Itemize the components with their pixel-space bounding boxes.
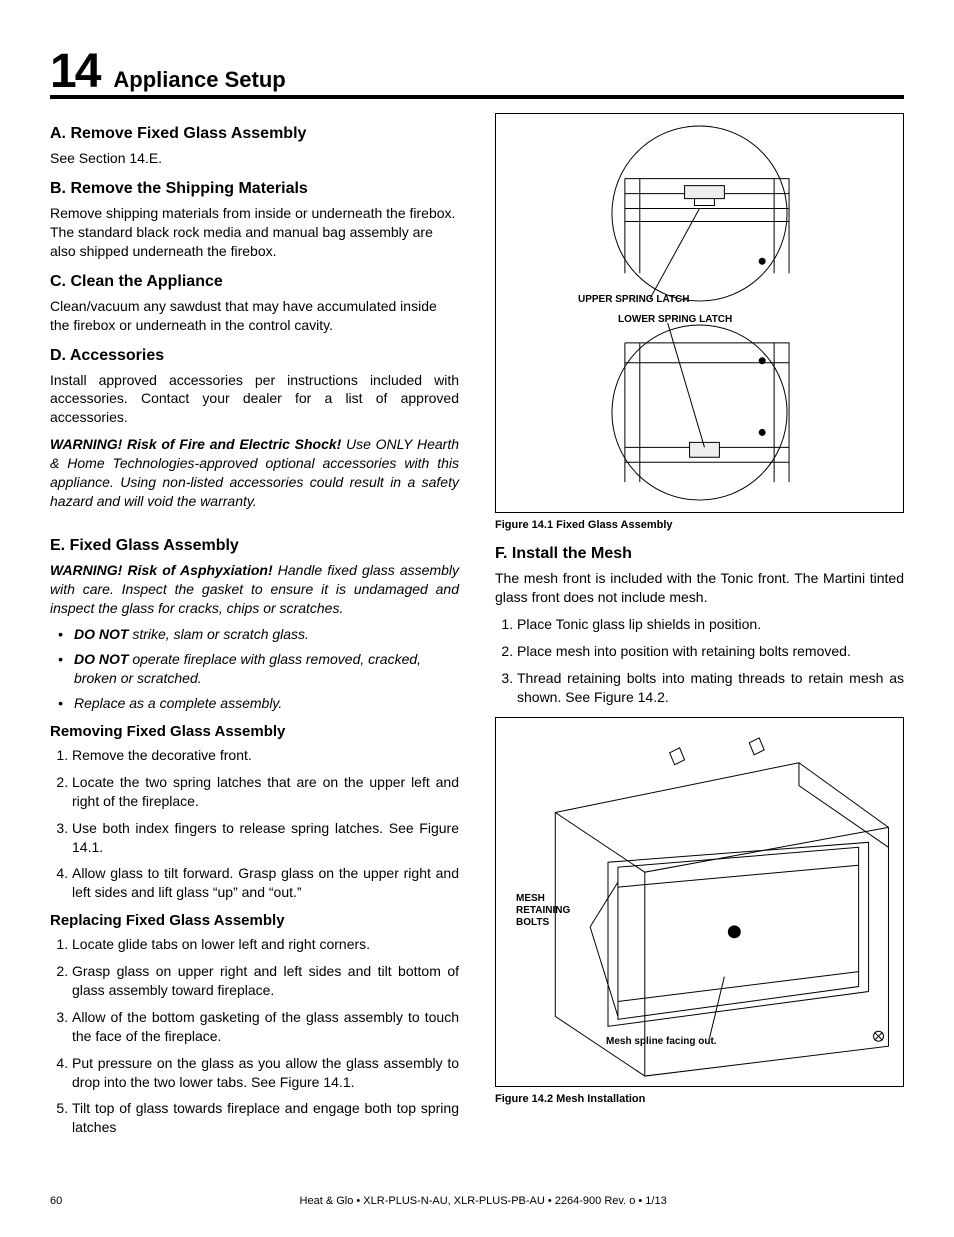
section-b-heading: B. Remove the Shipping Materials <box>50 180 459 198</box>
figure-14-1: UPPER SPRING LATCH LOWER SPRING LATCH <box>495 113 904 513</box>
section-a-heading: A. Remove Fixed Glass Assembly <box>50 125 459 143</box>
callout-mesh-spline: Mesh spline facing out. <box>606 1036 717 1048</box>
list-item: Replace as a complete assembly. <box>64 694 459 713</box>
section-d-heading: D. Accessories <box>50 347 459 365</box>
list-item: Grasp glass on upper right and left side… <box>72 962 459 1000</box>
section-c-body: Clean/vacuum any sawdust that may have a… <box>50 297 459 335</box>
section-f-heading: F. Install the Mesh <box>495 545 904 563</box>
page-footer: 60 Heat & Glo • XLR-PLUS-N-AU, XLR-PLUS-… <box>50 1195 904 1207</box>
replacing-subhead: Replacing Fixed Glass Assembly <box>50 912 459 929</box>
right-column: UPPER SPRING LATCH LOWER SPRING LATCH Fi… <box>495 113 904 1147</box>
do-not-lead: DO NOT <box>74 651 128 667</box>
two-column-layout: A. Remove Fixed Glass Assembly See Secti… <box>50 113 904 1147</box>
section-d-body: Install approved accessories per instruc… <box>50 371 459 428</box>
list-item: DO NOT operate fireplace with glass remo… <box>64 650 459 688</box>
figure-14-1-svg <box>496 114 903 512</box>
list-item: Remove the decorative front. <box>72 746 459 765</box>
list-item: Locate the two spring latches that are o… <box>72 773 459 811</box>
list-item: Place Tonic glass lip shields in positio… <box>517 615 904 634</box>
callout-mesh-bolts: MESH RETAINING BOLTS <box>516 893 586 929</box>
section-d-warning: WARNING! Risk of Fire and Electric Shock… <box>50 435 459 511</box>
footer-center: Heat & Glo • XLR-PLUS-N-AU, XLR-PLUS-PB-… <box>62 1195 904 1207</box>
section-a-body: See Section 14.E. <box>50 149 459 168</box>
page-number: 60 <box>50 1195 62 1207</box>
list-item: Place mesh into position with retaining … <box>517 642 904 661</box>
list-item: DO NOT strike, slam or scratch glass. <box>64 625 459 644</box>
section-c-heading: C. Clean the Appliance <box>50 273 459 291</box>
list-item: Tilt top of glass towards fireplace and … <box>72 1099 459 1137</box>
callout-lower-latch: LOWER SPRING LATCH <box>618 314 732 326</box>
section-f-body: The mesh front is included with the Toni… <box>495 569 904 607</box>
list-item: Locate glide tabs on lower left and righ… <box>72 935 459 954</box>
section-e-heading: E. Fixed Glass Assembly <box>50 537 459 555</box>
removing-steps: Remove the decorative front. Locate the … <box>50 746 459 902</box>
list-item: Put pressure on the glass as you allow t… <box>72 1054 459 1092</box>
figure-14-2-caption: Figure 14.2 Mesh Installation <box>495 1093 904 1105</box>
list-item: Thread retaining bolts into mating threa… <box>517 669 904 707</box>
list-item: Allow glass to tilt forward. Grasp glass… <box>72 864 459 902</box>
replacing-steps: Locate glide tabs on lower left and righ… <box>50 935 459 1137</box>
left-column: A. Remove Fixed Glass Assembly See Secti… <box>50 113 459 1147</box>
figure-14-2: MESH RETAINING BOLTS Mesh spline facing … <box>495 717 904 1087</box>
do-not-lead: DO NOT <box>74 626 128 642</box>
section-b-body: Remove shipping materials from inside or… <box>50 204 459 261</box>
section-e-bullets: DO NOT strike, slam or scratch glass. DO… <box>50 625 459 713</box>
chapter-number: 14 <box>50 50 99 93</box>
removing-subhead: Removing Fixed Glass Assembly <box>50 723 459 740</box>
section-f-steps: Place Tonic glass lip shields in positio… <box>495 615 904 707</box>
list-item: Use both index fingers to release spring… <box>72 819 459 857</box>
list-item: Allow of the bottom gasketing of the gla… <box>72 1008 459 1046</box>
bullet-rest: strike, slam or scratch glass. <box>128 626 309 642</box>
figure-14-1-caption: Figure 14.1 Fixed Glass Assembly <box>495 519 904 531</box>
chapter-title: Appliance Setup <box>113 67 285 93</box>
warning-lead: WARNING! Risk of Fire and Electric Shock… <box>50 436 341 452</box>
warning-lead: WARNING! Risk of Asphyxiation! <box>50 562 273 578</box>
chapter-header: 14 Appliance Setup <box>50 50 904 99</box>
section-e-warning: WARNING! Risk of Asphyxiation! Handle fi… <box>50 561 459 618</box>
callout-upper-latch: UPPER SPRING LATCH <box>578 294 690 306</box>
